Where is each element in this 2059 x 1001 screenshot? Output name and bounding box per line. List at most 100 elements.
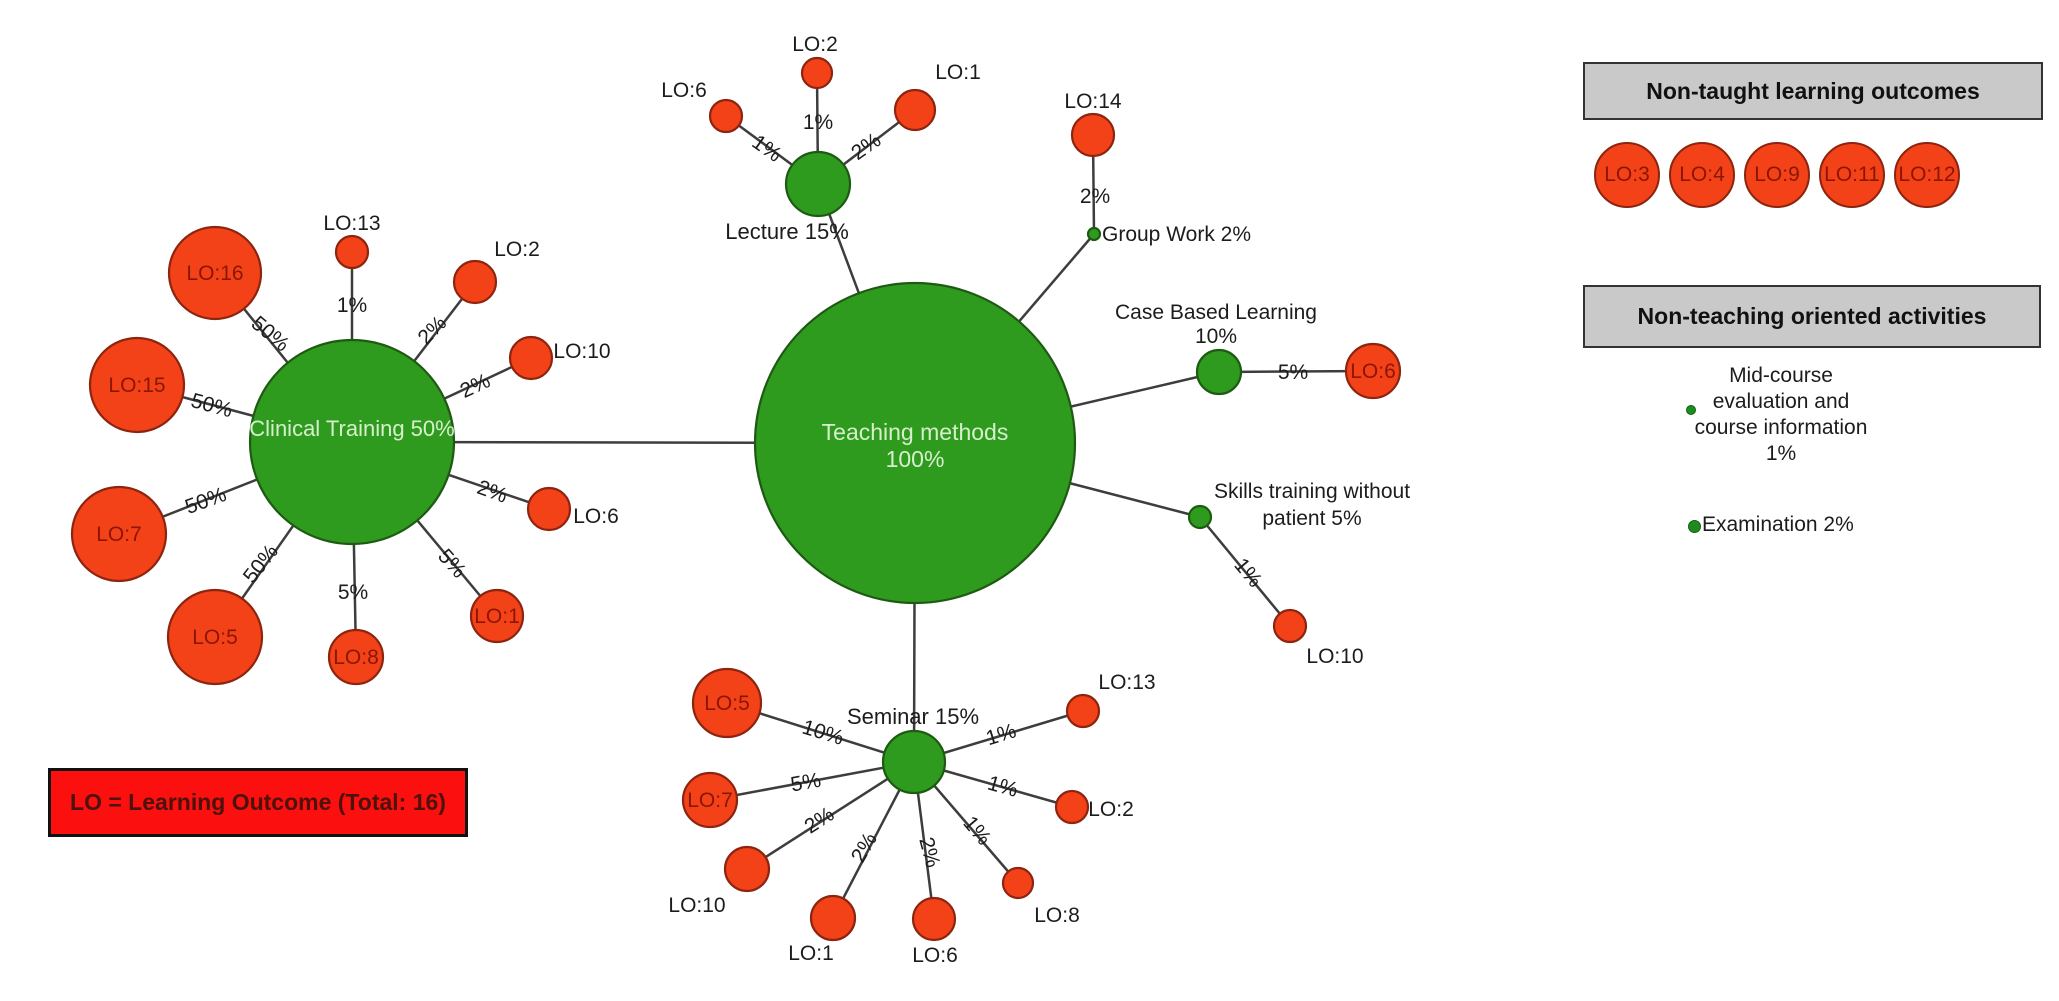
edge-pct-clinical-training--cl-lo8: 5%	[338, 581, 368, 604]
edge-pct-clinical-training--cl-lo15: 50%	[188, 389, 235, 422]
outcome-label-cl-lo16: LO:16	[186, 262, 243, 285]
method-label-teaching-methods: 100%	[886, 446, 945, 472]
method-node-seminar	[881, 729, 947, 795]
edge-pct-seminar--sem-lo7: 5%	[789, 769, 823, 797]
outcome-node-cl-lo10	[508, 335, 554, 381]
examination-dot-icon	[1688, 520, 1701, 533]
outcome-node-lo4: LO:4	[1669, 142, 1735, 208]
outcome-node-lec-lo2	[800, 56, 834, 90]
outcome-node-lo12: LO:12	[1894, 142, 1960, 208]
non-taught-outcomes-panel: Non-taught learning outcomes	[1583, 62, 2043, 120]
outcome-label-cl-lo5: LO:5	[192, 626, 238, 649]
outcome-node-sem-lo5	[691, 667, 763, 739]
non-teaching-activities-panel: Non-teaching oriented activities	[1583, 285, 2041, 348]
edge-pct-clinical-training--cl-lo2: 2%	[414, 312, 452, 350]
method-label-clinical-training: Clinical Training 50%	[249, 416, 454, 441]
edge-skills-training--sk-lo10	[1199, 516, 1291, 627]
outcome-label-sem-lo8: LO:8	[1034, 904, 1080, 927]
edge-pct-seminar--sem-lo8: 1%	[958, 812, 995, 850]
method-label-lecture: Lecture 15%	[725, 219, 849, 244]
outcome-label-cl-lo7: LO:7	[96, 523, 142, 546]
edge-seminar--sem-lo7	[709, 760, 915, 802]
outcome-label-lec-lo6: LO:6	[661, 79, 707, 102]
edge-pct-case-based-learning--cbl-lo6: 5%	[1278, 361, 1308, 384]
outcome-label-cl-lo2: LO:2	[494, 238, 540, 261]
outcome-label-cl-lo6: LO:6	[573, 505, 619, 528]
outcome-node-cl-lo8	[327, 628, 385, 686]
non-teaching-panel-title: Non-teaching oriented activities	[1637, 303, 1987, 329]
outcome-node-sem-lo10	[723, 845, 771, 893]
outcome-node-cbl-lo6	[1344, 342, 1402, 400]
outcome-node-sem-lo13	[1065, 693, 1101, 729]
method-node-case-based-learning	[1195, 348, 1243, 396]
outcome-node-sem-lo6	[911, 896, 957, 942]
outcome-label-cbl-lo6: LO:6	[1350, 360, 1396, 383]
method-node-group-work	[1086, 226, 1102, 242]
outcome-node-cl-lo13	[334, 234, 370, 270]
edge-pct-clinical-training--cl-lo10: 2%	[457, 369, 494, 403]
outcome-label-lec-lo1: LO:1	[935, 61, 981, 84]
outcome-node-lo11: LO:11	[1819, 142, 1885, 208]
mid-course-dot-icon	[1686, 405, 1696, 415]
outcome-node-cl-lo16	[167, 225, 263, 321]
outcome-node-lec-lo6	[708, 98, 744, 134]
outcome-node-lo3: LO:3	[1594, 142, 1660, 208]
edge-pct-clinical-training--cl-lo13: 1%	[337, 294, 367, 317]
outcome-label-gw-lo14: LO:14	[1064, 90, 1122, 113]
outcome-node-sem-lo8	[1001, 866, 1035, 900]
edge-pct-clinical-training--cl-lo5: 50%	[239, 540, 283, 587]
outcome-label-lec-lo2: LO:2	[792, 33, 838, 56]
outcome-node-cl-lo1	[469, 588, 525, 644]
method-label-seminar: Seminar 15%	[847, 704, 979, 729]
mid-course-line-2: evaluation and	[1712, 390, 1850, 413]
edge-pct-clinical-training--cl-lo6: 2%	[474, 476, 510, 508]
mid-course-line-1: Mid-course	[1729, 364, 1833, 387]
outcome-node-cl-lo7	[70, 485, 168, 583]
outcome-label-cl-lo8: LO:8	[333, 646, 379, 669]
outcome-label-cl-lo13: LO:13	[323, 212, 380, 235]
method-label-case-based-learning: Case Based Learning	[1115, 301, 1317, 324]
lo-legend-box: LO = Learning Outcome (Total: 16)	[48, 768, 468, 837]
outcome-node-sem-lo7	[681, 771, 739, 829]
edge-pct-seminar--sem-lo5: 10%	[799, 716, 846, 750]
method-label-skills-training: patient 5%	[1262, 507, 1361, 530]
examination-activity-label: Examination 2%	[1702, 513, 1854, 536]
method-node-skills-training	[1187, 504, 1213, 530]
method-label-case-based-learning: 10%	[1195, 325, 1237, 348]
method-label-skills-training: Skills training without	[1214, 480, 1410, 503]
outcome-node-cl-lo6	[526, 486, 572, 532]
method-node-lecture	[784, 150, 852, 218]
edge-pct-group-work--gw-lo14: 2%	[1080, 185, 1110, 208]
outcome-label-sem-lo10: LO:10	[668, 894, 725, 917]
edge-pct-lecture--lec-lo2: 1%	[803, 111, 833, 134]
outcome-node-sem-lo2	[1054, 789, 1090, 825]
mid-course-line-3: course information	[1694, 416, 1868, 439]
outcome-node-lo9: LO:9	[1744, 142, 1810, 208]
outcome-label-sem-lo13: LO:13	[1098, 671, 1155, 694]
outcome-node-sem-lo1	[809, 894, 857, 942]
edge-pct-lecture--lec-lo1: 2%	[847, 129, 885, 165]
outcome-label-sem-lo7: LO:7	[687, 789, 733, 812]
outcome-node-sk-lo10	[1272, 608, 1308, 644]
edge-pct-clinical-training--cl-lo16: 50%	[247, 312, 294, 357]
outcome-label-sem-lo2: LO:2	[1088, 798, 1134, 821]
method-node-teaching-methods	[753, 281, 1077, 605]
outcome-label-cl-lo15: LO:15	[108, 374, 165, 397]
non-taught-panel-title: Non-taught learning outcomes	[1646, 77, 1980, 104]
outcome-node-gw-lo14	[1070, 112, 1116, 158]
outcome-label-cl-lo10: LO:10	[553, 340, 610, 363]
outcome-label-sem-lo1: LO:1	[788, 942, 834, 965]
edge-pct-seminar--sem-lo13: 1%	[983, 719, 1019, 750]
edge-pct-seminar--sem-lo10: 2%	[800, 803, 838, 839]
mid-course-line-4: 1%	[1765, 442, 1797, 465]
outcome-label-cl-lo1: LO:1	[474, 605, 520, 628]
outcome-node-cl-lo2	[452, 259, 498, 305]
outcome-node-cl-lo5	[166, 588, 264, 686]
edge-pct-clinical-training--cl-lo7: 50%	[182, 483, 229, 519]
method-node-clinical-training	[248, 338, 456, 546]
outcome-label-sem-lo5: LO:5	[704, 692, 750, 715]
edge-pct-seminar--sem-lo6: 2%	[914, 835, 944, 870]
method-label-group-work: Group Work 2%	[1102, 223, 1251, 246]
